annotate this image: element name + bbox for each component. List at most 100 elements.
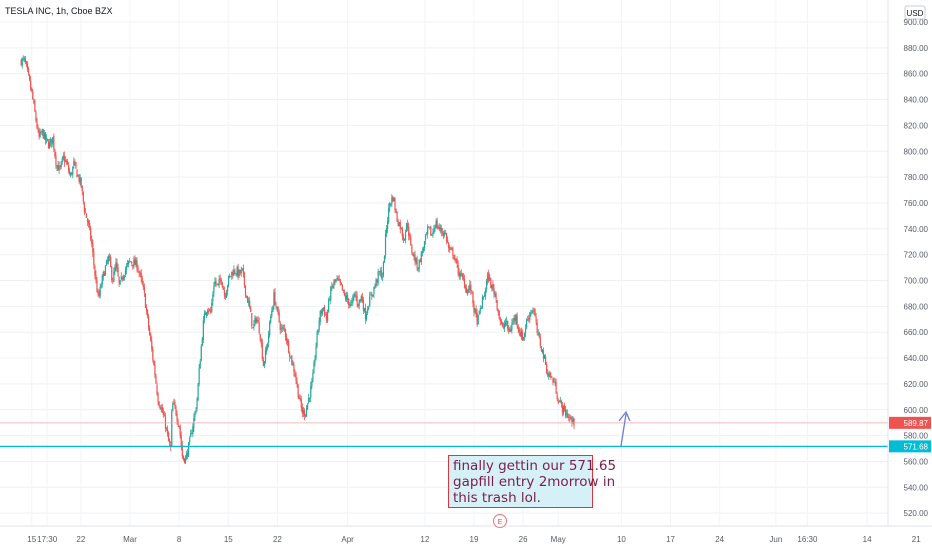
- candle: [479, 305, 481, 315]
- candle: [355, 290, 357, 302]
- symbol-label[interactable]: TESLA INC, 1h, Cboe BZX: [5, 6, 113, 16]
- candle: [519, 328, 521, 337]
- last-price-tag: 589.87: [889, 416, 931, 429]
- candle: [280, 324, 282, 334]
- candle: [418, 259, 420, 273]
- candle: [437, 224, 439, 230]
- candle: [70, 172, 72, 178]
- candle: [361, 292, 363, 303]
- candle: [464, 284, 467, 293]
- candle: [21, 57, 23, 69]
- candle: [493, 284, 495, 299]
- candle: [30, 76, 32, 92]
- price-axis[interactable]: 900.00 880.00 860.00 840.00 820.00 800.00 780.…: [904, 18, 929, 518]
- candle: [79, 174, 81, 186]
- candle: [467, 289, 469, 296]
- candle: [560, 399, 562, 408]
- candle: [337, 275, 339, 282]
- candle: [563, 402, 566, 412]
- candle: [509, 327, 511, 333]
- annotation-line: this trash lol.: [453, 490, 541, 506]
- time-tick-label: 8: [177, 535, 182, 544]
- candle: [175, 404, 177, 417]
- time-tick-label: 16:30: [797, 535, 818, 544]
- candle: [72, 166, 74, 179]
- candle: [242, 264, 244, 278]
- currency-box[interactable]: [904, 5, 926, 20]
- candle: [438, 223, 440, 232]
- candle: [364, 303, 367, 324]
- candle: [461, 272, 463, 281]
- candle: [534, 308, 536, 317]
- candle: [156, 382, 158, 396]
- candle: [29, 73, 31, 82]
- candle: [222, 285, 224, 291]
- candle: [41, 128, 43, 136]
- candle: [157, 391, 159, 406]
- candle: [126, 259, 129, 268]
- candle: [570, 415, 572, 421]
- candle: [428, 226, 430, 228]
- candle: [520, 327, 522, 340]
- candle: [284, 328, 287, 341]
- candle: [248, 297, 250, 307]
- candles: [20, 55, 575, 464]
- candle: [344, 292, 347, 302]
- candle: [110, 254, 112, 268]
- candle: [423, 240, 426, 252]
- candle: [112, 277, 114, 285]
- candle: [39, 128, 41, 138]
- candle: [300, 395, 302, 412]
- candle: [459, 270, 461, 280]
- candle: [80, 177, 82, 189]
- candle: [332, 283, 334, 289]
- candle: [376, 278, 378, 287]
- candle: [89, 219, 91, 231]
- candle: [496, 299, 498, 311]
- candle: [315, 342, 317, 361]
- candle: [154, 360, 156, 379]
- candle: [573, 417, 575, 430]
- candle: [330, 285, 332, 305]
- candle: [225, 289, 228, 299]
- candle: [558, 400, 560, 403]
- candle: [559, 397, 561, 403]
- candle: [347, 291, 349, 304]
- candle: [189, 436, 191, 446]
- candle: [102, 270, 104, 281]
- candle: [230, 276, 232, 278]
- candle: [544, 354, 547, 366]
- candle: [548, 371, 550, 380]
- candle: [503, 320, 506, 333]
- candle: [201, 336, 203, 347]
- candle: [199, 359, 201, 369]
- candle: [77, 174, 79, 177]
- candle: [23, 56, 25, 63]
- candle: [211, 298, 213, 314]
- candle: [348, 298, 350, 309]
- candle: [446, 232, 448, 245]
- candle: [54, 148, 56, 159]
- candle: [453, 254, 455, 261]
- candle: [385, 225, 388, 238]
- annotation-callout[interactable]: finally gettin our 571.65 gapfill entry …: [448, 455, 616, 508]
- candle: [382, 261, 385, 278]
- candle: [205, 312, 208, 319]
- candle: [161, 403, 163, 413]
- time-tick-label: 24: [715, 535, 724, 544]
- candle: [253, 319, 255, 331]
- candle: [83, 201, 85, 216]
- candle: [278, 309, 280, 323]
- candle: [324, 312, 327, 316]
- time-axis[interactable]: 15 17:30 22 Mar 8 15 22 Apr 12 19 26 May 10 17 24 Jun 16…: [27, 535, 921, 544]
- candle: [372, 294, 374, 298]
- candle: [129, 257, 131, 263]
- earnings-marker-icon[interactable]: [493, 514, 507, 528]
- candle: [49, 138, 51, 149]
- arrow-annotation[interactable]: [618, 410, 631, 447]
- candle: [263, 360, 266, 369]
- candle: [352, 294, 354, 306]
- candle: [74, 159, 76, 166]
- candle: [198, 364, 200, 387]
